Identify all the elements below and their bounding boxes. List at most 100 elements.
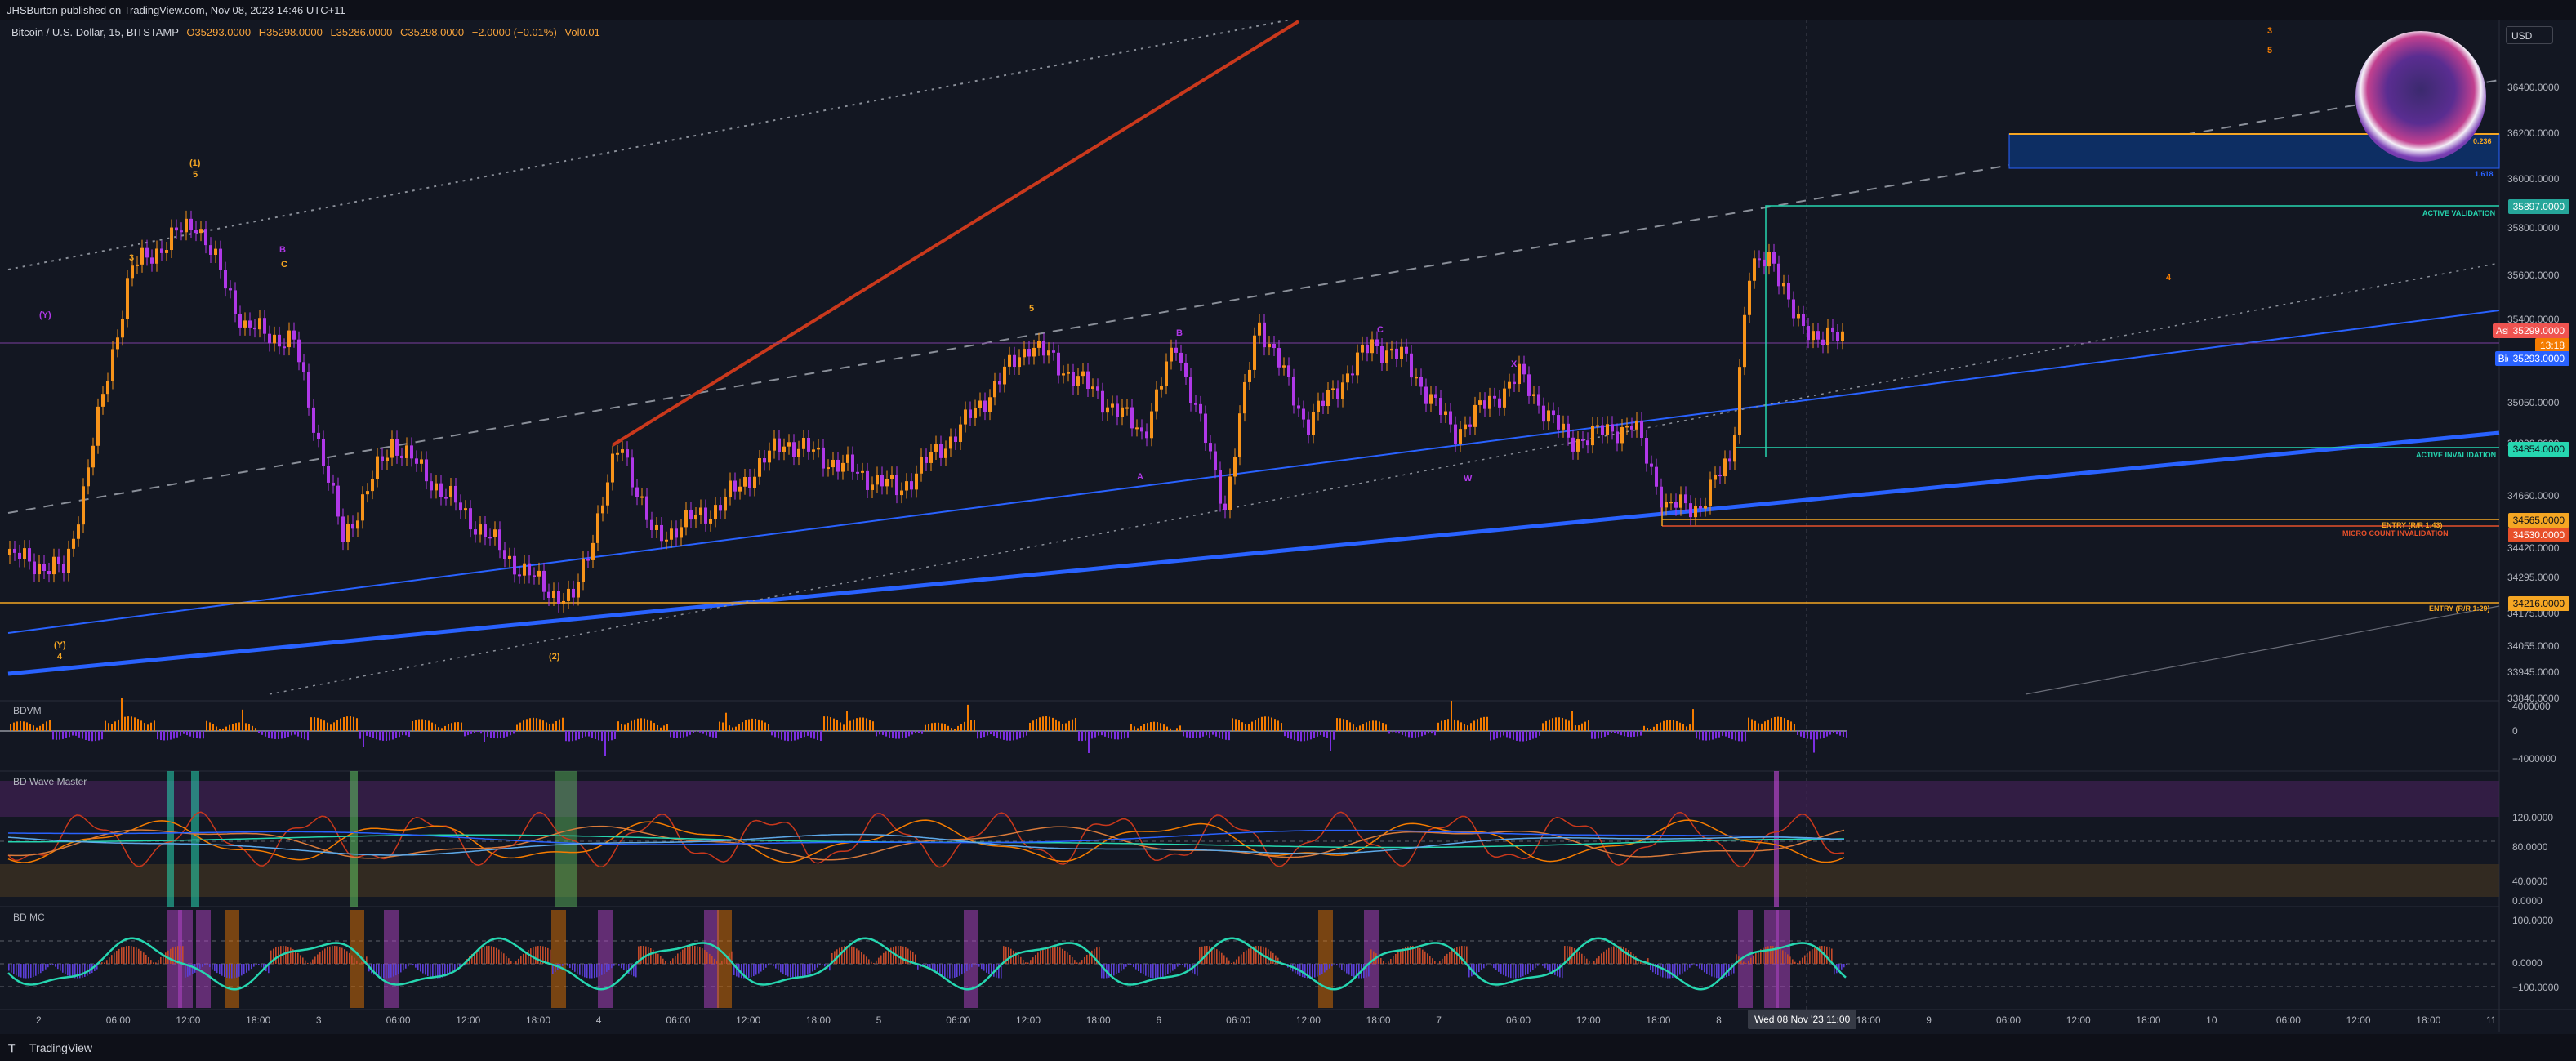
volume-bar	[399, 731, 400, 738]
mc-hist-bar	[128, 946, 130, 964]
volume-bar	[1686, 726, 1687, 731]
mc-pane-title[interactable]: BD MC	[13, 912, 45, 923]
candle-body	[243, 320, 247, 328]
mc-hist-bar	[510, 961, 512, 964]
mc-hist-bar	[1091, 950, 1093, 964]
mc-hist-bar	[87, 964, 88, 976]
mc-hist-bar	[733, 964, 735, 975]
candle-body	[1214, 451, 1217, 470]
volume-bar	[513, 731, 515, 734]
volume-bar	[1460, 722, 1462, 731]
volume-bar	[1503, 731, 1504, 736]
mc-hist-bar	[1446, 953, 1448, 964]
volume-bar	[23, 721, 25, 731]
volume-pane-title[interactable]: BDVM	[13, 705, 42, 716]
volume-bar	[1274, 719, 1276, 731]
candle-body	[1067, 372, 1070, 374]
volume-bar	[1241, 722, 1243, 731]
mc-hist-bar	[143, 952, 145, 964]
price-chart[interactable]	[0, 20, 2576, 1032]
mc-hist-bar	[582, 964, 583, 977]
volume-bar	[1104, 731, 1106, 737]
candle-body	[278, 334, 281, 347]
mc-hist-bar	[1628, 950, 1629, 964]
candle-body	[1052, 350, 1055, 353]
volume-bar	[441, 728, 443, 731]
candle-body	[449, 485, 452, 497]
mc-hist-bar	[868, 959, 870, 964]
candle-body	[885, 479, 889, 487]
mc-hist-bar	[1170, 964, 1171, 973]
currency-button[interactable]: USD	[2506, 26, 2553, 44]
volume-bar	[1526, 731, 1527, 742]
time-axis-label: 12:00	[1016, 1014, 1041, 1026]
mc-hist-bar	[180, 946, 181, 964]
volume-bar	[1343, 719, 1344, 731]
mc-hist-bar	[743, 964, 745, 979]
mc-hist-bar	[760, 964, 762, 972]
candle-body	[871, 484, 874, 490]
mc-hist-bar	[329, 946, 331, 964]
mc-hist-bar	[1821, 946, 1823, 964]
mc-hist-bar	[1812, 949, 1813, 964]
mc-hist-bar	[1620, 946, 1622, 964]
candle-body	[180, 230, 183, 233]
candle-body	[606, 482, 609, 506]
candle-body	[1125, 407, 1129, 409]
volume-bar	[784, 731, 786, 741]
mc-hist-bar	[1099, 946, 1100, 964]
candle-body	[87, 467, 90, 487]
mc-hist-bar	[314, 956, 316, 964]
mc-hist-bar	[991, 964, 992, 976]
mc-hist-bar	[525, 952, 527, 964]
volume-bar	[856, 718, 858, 731]
volume-bar	[173, 731, 175, 739]
mc-signal-band	[178, 910, 193, 1008]
candle-body	[111, 349, 114, 381]
mc-hist-bar	[69, 964, 71, 977]
mc-hist-bar	[714, 958, 715, 964]
volume-bar	[1784, 718, 1785, 731]
mc-hist-bar	[1412, 946, 1414, 964]
mc-hist-bar	[1388, 961, 1389, 964]
signal-bar	[191, 771, 199, 907]
tradingview-logo-icon[interactable]: 𝐓	[8, 1042, 16, 1054]
tradingview-brand[interactable]: TradingView	[29, 1041, 93, 1054]
symbol-name[interactable]: Bitcoin / U.S. Dollar, 15, BITSTAMP	[11, 26, 179, 38]
mc-hist-bar	[1444, 956, 1446, 964]
mc-hist-bar	[1611, 947, 1612, 964]
mc-hist-bar	[689, 946, 691, 964]
mc-hist-bar	[158, 960, 159, 964]
mc-hist-bar	[709, 953, 711, 964]
candle-body	[479, 524, 482, 535]
volume-bar	[1029, 722, 1031, 731]
candle-body	[836, 459, 840, 472]
volume-bar	[255, 728, 256, 731]
wave-pane-title[interactable]: BD Wave Master	[13, 776, 87, 787]
volume-bar	[1085, 731, 1086, 741]
candle-body	[1223, 503, 1227, 510]
candle-body	[1317, 400, 1320, 412]
volume-bar	[751, 718, 753, 731]
mc-hist-bar	[888, 949, 889, 964]
volume-bar	[49, 720, 51, 731]
volume-bar	[1519, 731, 1521, 742]
mc-hist-bar	[1160, 964, 1161, 978]
time-axis-label: 06:00	[666, 1014, 691, 1026]
volume-bar	[666, 724, 668, 731]
symbol-legend[interactable]: Bitcoin / U.S. Dollar, 15, BITSTAMP O352…	[11, 26, 600, 38]
mc-hist-bar	[1846, 964, 1847, 965]
candle-body	[1611, 424, 1614, 432]
mc-hist-bar	[1214, 947, 1215, 964]
mc-hist-bar	[1407, 946, 1409, 964]
mc-hist-bar	[1574, 948, 1575, 964]
volume-bar	[317, 717, 319, 731]
candle-body	[650, 519, 653, 530]
mc-hist-bar	[599, 964, 600, 977]
mc-hist-bar	[109, 957, 110, 964]
candle-body	[684, 510, 688, 528]
volume-bar	[1829, 731, 1831, 735]
volume-bar	[905, 731, 907, 738]
mc-hist-bar	[1481, 964, 1482, 970]
mc-hist-bar	[1743, 961, 1745, 964]
